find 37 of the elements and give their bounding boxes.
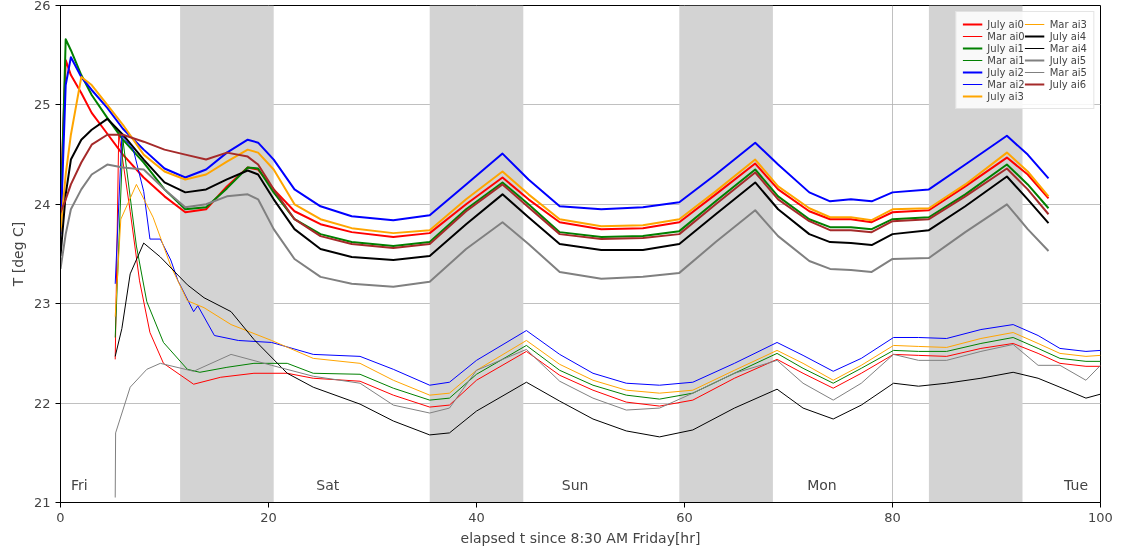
legend-label: Mar ai5 [1049, 66, 1087, 78]
y-tick-label: 22 [33, 395, 51, 411]
legend-label: July ai2 [987, 66, 1024, 78]
legend-label: Mar ai1 [987, 54, 1025, 66]
legend-label: July ai5 [1049, 54, 1087, 66]
y-tick-label: 24 [33, 196, 51, 212]
annotation: Fri [70, 477, 88, 494]
x-tick-label: 100 [1088, 509, 1113, 525]
annotation: Sun [561, 477, 589, 494]
x-tick-label: 0 [56, 509, 65, 525]
line-series [114, 242, 1101, 438]
legend-label: July ai4 [1049, 30, 1087, 42]
y-tick-label: 23 [33, 296, 51, 312]
line-series [60, 163, 1050, 288]
x-axis-title: elapsed t since 8:30 AM Friday[hr] [460, 529, 701, 546]
line-series [114, 183, 1101, 396]
legend-label: July ai6 [1049, 78, 1087, 90]
x-tick-label: 20 [260, 509, 277, 525]
legend-label: Mar ai3 [1049, 18, 1087, 30]
annotation: Sat [316, 477, 340, 494]
y-axis-title: T [deg C] [9, 221, 26, 288]
legend-label: July ai0 [987, 18, 1024, 30]
line-series [114, 343, 1101, 499]
annotation: Mon [807, 477, 837, 494]
line-series [60, 133, 1050, 250]
x-tick-label: 40 [468, 509, 485, 525]
legend-label: Mar ai2 [987, 78, 1025, 90]
y-tick-label: 25 [33, 97, 51, 113]
y-tick-label: 21 [33, 495, 51, 510]
x-tick-label: 60 [676, 509, 693, 525]
legend-label: Mar ai4 [1049, 42, 1087, 54]
x-tick-label: 80 [884, 509, 901, 525]
legend-label: July ai1 [987, 42, 1024, 54]
y-tick-label: 26 [33, 0, 51, 13]
legend-label: Mar ai0 [987, 30, 1025, 42]
annotation: Tue [1063, 477, 1089, 494]
legend-label: July ai3 [987, 90, 1024, 102]
